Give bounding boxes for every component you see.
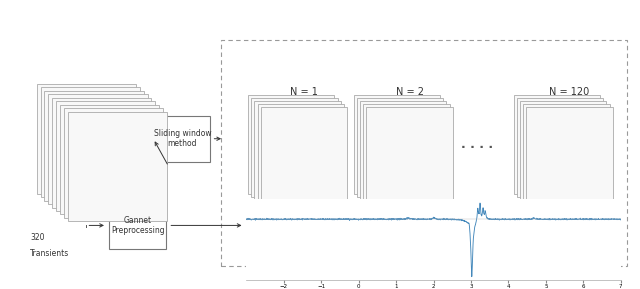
Bar xyxy=(155,116,209,162)
Bar xyxy=(49,94,148,204)
Bar xyxy=(252,98,338,197)
Text: . . . .: . . . . xyxy=(461,138,493,151)
Text: N = 120: N = 120 xyxy=(550,87,589,97)
Text: 80: 80 xyxy=(262,210,272,219)
Bar xyxy=(56,101,155,211)
Text: 80: 80 xyxy=(367,210,378,219)
Bar xyxy=(41,87,140,197)
Bar xyxy=(526,107,613,205)
Bar xyxy=(52,98,152,208)
Text: N = 1: N = 1 xyxy=(290,87,318,97)
Text: N = 2: N = 2 xyxy=(396,87,424,97)
Text: Transients: Transients xyxy=(528,221,567,230)
Bar xyxy=(109,202,166,249)
Text: Gannet
Preprocessing: Gannet Preprocessing xyxy=(111,216,164,235)
Text: Transients: Transients xyxy=(367,221,407,230)
Bar xyxy=(360,101,447,199)
Bar xyxy=(60,105,159,214)
Bar xyxy=(517,98,603,197)
Bar xyxy=(357,98,444,197)
Bar xyxy=(64,108,163,218)
Text: Sliding window
method: Sliding window method xyxy=(154,129,211,149)
Bar xyxy=(520,101,607,199)
Bar xyxy=(221,40,627,266)
Bar xyxy=(366,107,453,205)
Bar xyxy=(524,104,610,202)
Text: Transients: Transients xyxy=(262,221,301,230)
Bar xyxy=(37,84,136,194)
Bar xyxy=(45,91,144,201)
Text: 320: 320 xyxy=(31,233,45,242)
Bar xyxy=(354,95,440,194)
Bar xyxy=(248,95,334,194)
Bar xyxy=(364,104,450,202)
Bar xyxy=(255,101,340,199)
Bar xyxy=(514,95,600,194)
Text: 80: 80 xyxy=(528,210,538,219)
Bar xyxy=(68,112,167,221)
Bar xyxy=(258,104,344,202)
Text: Transients: Transients xyxy=(31,249,70,258)
Bar xyxy=(261,107,347,205)
